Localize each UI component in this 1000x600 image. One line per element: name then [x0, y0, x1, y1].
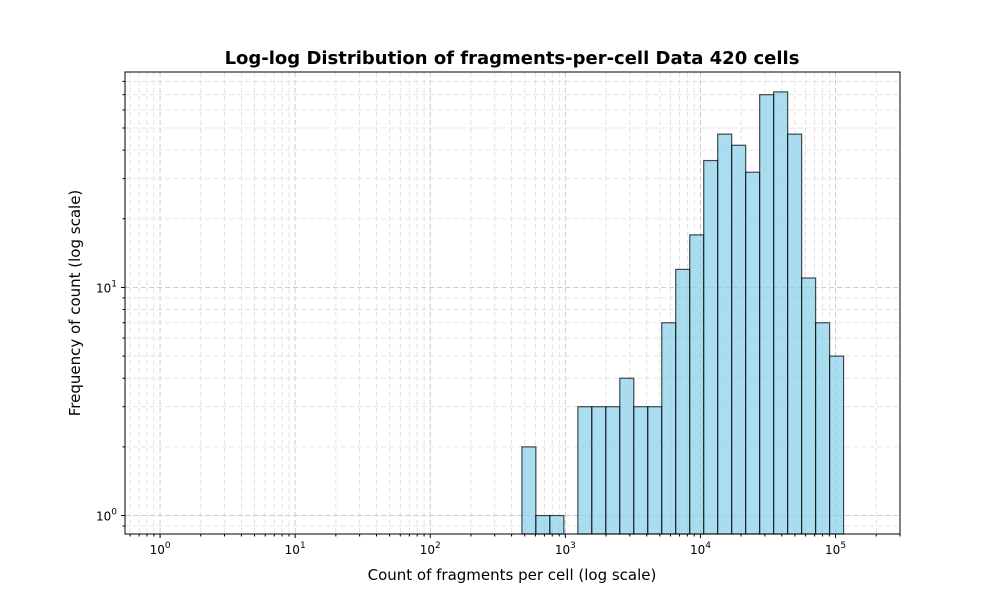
chart-title: Log-log Distribution of fragments-per-ce… [225, 48, 800, 69]
histogram-bar [661, 322, 677, 535]
histogram-bar [619, 377, 635, 535]
histogram-bar [801, 277, 817, 535]
histogram-bars [521, 91, 845, 535]
histogram-bar [815, 322, 831, 535]
histogram-bar [773, 91, 789, 535]
histogram-bar [521, 446, 537, 535]
histogram-bar [633, 406, 649, 535]
histogram-bar [591, 406, 607, 535]
histogram-bar [577, 406, 593, 535]
histogram-bar [647, 406, 663, 535]
x-tick-label: 105 [825, 541, 846, 557]
histogram-bar [605, 406, 621, 535]
x-tick-label: 102 [420, 541, 441, 557]
histogram-bar [689, 234, 705, 535]
x-tick-label: 100 [150, 541, 171, 557]
y-tick-label: 100 [96, 508, 117, 524]
histogram-bar [717, 133, 733, 535]
histogram-bar [703, 159, 719, 535]
x-tick-label: 101 [285, 541, 306, 557]
x-axis-label: Count of fragments per cell (log scale) [368, 566, 657, 584]
histogram-bar [549, 514, 565, 535]
x-tick-label: 103 [555, 541, 576, 557]
histogram-bar [535, 514, 551, 535]
x-axis-ticks: 100 101 102 103 104 105 [129, 534, 901, 557]
plot-frame [124, 71, 901, 535]
y-tick-label: 101 [96, 279, 117, 295]
histogram-bar [759, 94, 775, 535]
histogram-bar [675, 268, 691, 535]
histogram-bar [731, 144, 747, 535]
histogram-bar [829, 355, 845, 535]
x-tick-label: 104 [690, 541, 711, 557]
y-axis-ticks: 100 101 [96, 80, 125, 527]
histogram-bar [787, 133, 803, 535]
histogram-bar [745, 171, 761, 535]
y-axis-label: Frequency of count (log scale) [66, 190, 84, 417]
